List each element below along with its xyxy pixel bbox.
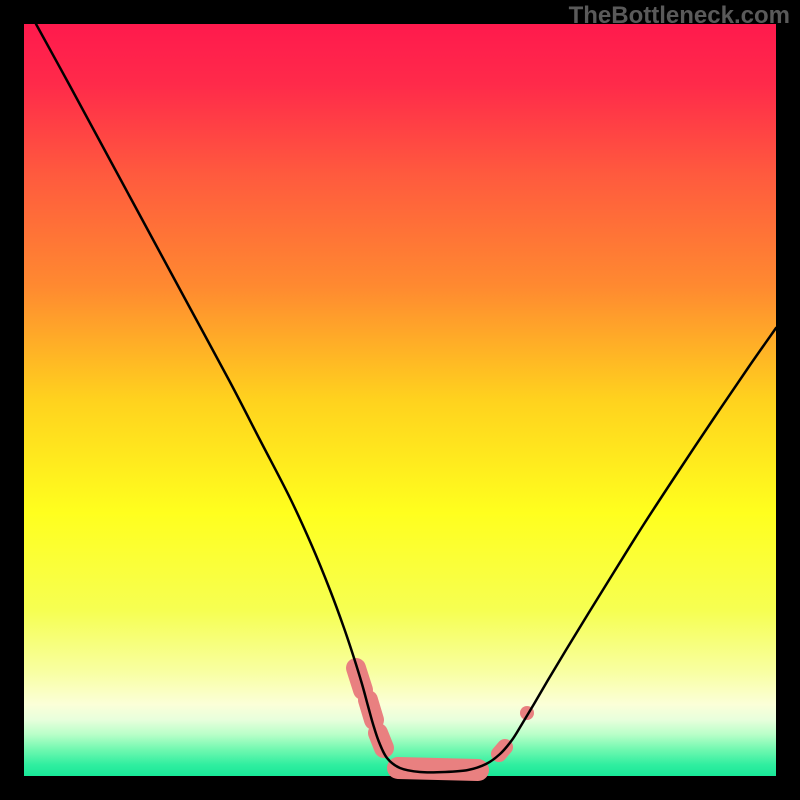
gradient-background — [24, 24, 776, 776]
watermark-text: TheBottleneck.com — [569, 2, 790, 30]
chart-svg — [0, 0, 800, 800]
